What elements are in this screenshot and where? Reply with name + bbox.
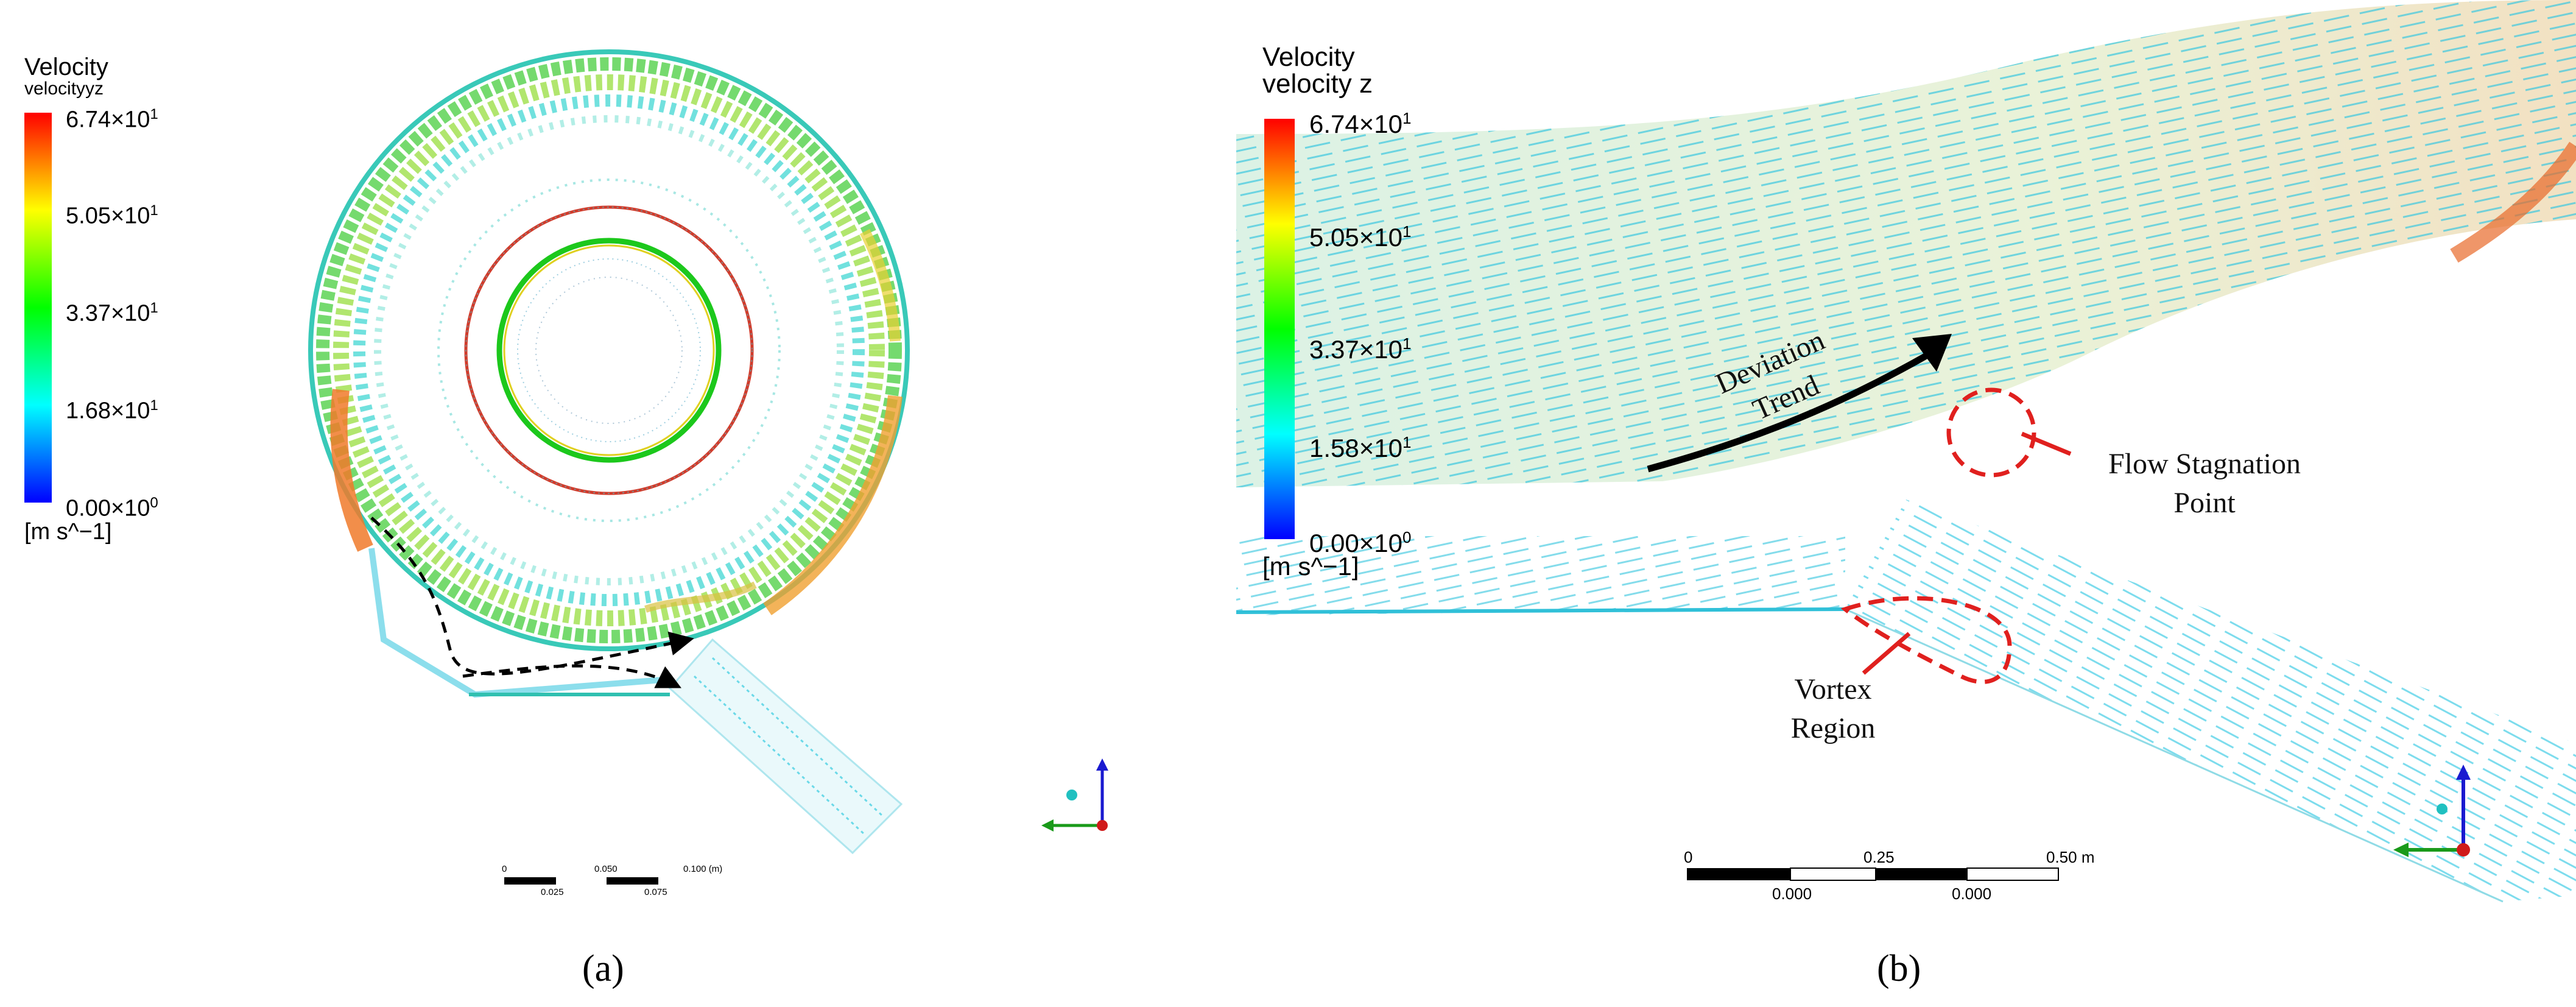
impeller-rings (437, 178, 781, 522)
caption-a: (a) (582, 948, 624, 989)
scale-label: 0.000 (1952, 885, 1992, 903)
legend-quantity-label: Velocity (1262, 42, 1355, 72)
colorbar-tick: 5.05×101 (66, 202, 158, 229)
volute-outlet-flow (368, 548, 903, 855)
deviation-trend-arrow (1647, 334, 1952, 473)
colorbar-tick: 6.74×101 (1309, 109, 1412, 138)
caption-b: (b) (1877, 948, 1921, 989)
colorbar-tick: 1.68×101 (66, 397, 158, 424)
scale-label: 0.100 (m) (683, 864, 723, 874)
scale-label: 0.025 (541, 887, 564, 897)
axis-triad-a (1041, 758, 1108, 832)
legend-variable-label: velocity z (1262, 69, 1373, 99)
scale-label: 0 (1684, 848, 1693, 866)
vortex-marker (1840, 596, 2012, 684)
axis-triad-b (2393, 765, 2471, 857)
stagnation-marker (1946, 387, 2072, 478)
colorbar-tick: 1.58×101 (1309, 433, 1412, 462)
main-pipe-vectors (1236, 0, 2576, 487)
panel-b: Velocity velocity z 6.74×101 5.05×101 3.… (1236, 0, 2576, 914)
volute-casing-flow (308, 49, 910, 651)
colorbar-tick: 0.00×100 (66, 495, 158, 521)
colorbar-a (24, 113, 52, 503)
panel-a: Velocity velocityyz 6.74×101 5.05×101 3.… (0, 0, 1212, 914)
legend-quantity-label: Velocity (24, 54, 108, 80)
stagnation-label: Flow Stagnation Point (2108, 448, 2301, 519)
volute-velocity-plot (24, 49, 1108, 885)
scale-label: 0.25 (1863, 848, 1895, 866)
scale-bar-a (504, 877, 658, 885)
lower-pipe-vectors (1236, 536, 1845, 615)
legend-units-a: [m s^−1] (24, 519, 112, 545)
scale-label: 0.50 m (2046, 848, 2095, 866)
vortex-label: Vortex Region (1790, 673, 1876, 744)
scale-label: 0.000 (1772, 885, 1812, 903)
scale-label: 0 (502, 864, 507, 874)
colorbar-tick: 5.05×101 (1309, 222, 1412, 252)
colorbar-tick: 6.74×101 (66, 106, 158, 133)
legend-units-b: [m s^−1] (1262, 552, 1359, 581)
branch-pipe-vectors (1845, 500, 2576, 902)
junction-velocity-plot (1236, 0, 2576, 903)
scale-label: 0.050 (594, 864, 618, 874)
scale-bar-b (1687, 867, 2059, 881)
colorbar-tick: 3.37×101 (66, 300, 158, 327)
scale-label: 0.075 (644, 887, 667, 897)
flow-path-arrows (370, 517, 694, 688)
colorbar-tick: 3.37×101 (1309, 334, 1412, 364)
legend-variable-label: velocityyz (24, 79, 104, 99)
colorbar-tick: 0.00×100 (1309, 528, 1412, 557)
legend-title-a: Velocity (24, 54, 108, 80)
colorbar-b (1264, 119, 1295, 539)
